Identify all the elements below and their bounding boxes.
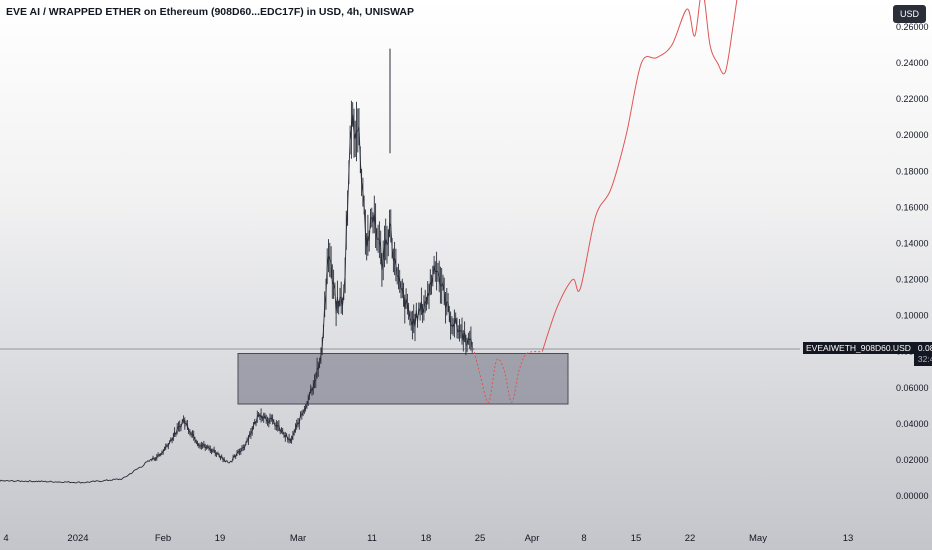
price-tick-label: 0.18000 — [896, 166, 929, 176]
time-tick-label: 25 — [475, 533, 486, 544]
projection-dashed — [473, 347, 543, 403]
time-tick-label: 13 — [843, 533, 854, 544]
time-tick-label: 11 — [367, 533, 377, 544]
time-tick-label: 15 — [631, 533, 642, 544]
price-tick-label: 0.26000 — [896, 22, 929, 32]
price-line — [0, 114, 473, 484]
price-tick-label: 0.24000 — [896, 58, 929, 68]
last-price-tag: EVEAIWETH_908D60.USD 0.08187 32:42 — [803, 342, 932, 366]
chart-title: EVE AI / WRAPPED ETHER on Ethereum (908D… — [6, 6, 415, 18]
time-tick-label: Mar — [290, 533, 306, 544]
time-tick-label: May — [749, 533, 767, 544]
time-tick-label: 4 — [3, 533, 8, 544]
time-tick-label: 8 — [581, 533, 586, 544]
last-price-value: 0.08187 — [917, 343, 932, 353]
candle-countdown: 32:42 — [917, 354, 932, 364]
price-tick-label: 0.22000 — [896, 94, 929, 104]
price-tick-label: 0.16000 — [896, 202, 929, 212]
price-tick-label: 0.02000 — [896, 455, 929, 465]
time-tick-label: 2024 — [67, 533, 88, 544]
price-axis[interactable]: 0.000000.020000.040000.060000.080000.100… — [896, 22, 929, 501]
symbol-label: EVEAIWETH_908D60.USD — [803, 342, 914, 354]
price-tick-label: 0.20000 — [896, 130, 929, 140]
time-axis[interactable]: 4 2024 Feb 19 Mar 11 18 25 Apr 8 15 22 May 13 — [3, 533, 853, 544]
price-series — [0, 48, 473, 484]
projection-series — [473, 0, 738, 403]
time-tick-label: 18 — [421, 533, 432, 544]
price-tick-label: 0.14000 — [896, 238, 929, 248]
projection-line — [541, 0, 738, 352]
price-box: 0.08187 32:42 — [913, 342, 932, 366]
support-zone[interactable] — [237, 352, 569, 405]
price-tick-label: 0.10000 — [896, 311, 929, 321]
price-tick-label: 0.12000 — [896, 275, 929, 285]
time-tick-label: 22 — [685, 533, 696, 544]
time-tick-label: 19 — [215, 533, 226, 544]
time-tick-label: Apr — [525, 533, 540, 544]
price-tick-label: 0.00000 — [896, 491, 929, 501]
currency-button[interactable]: USD — [893, 5, 926, 23]
time-tick-label: Feb — [155, 533, 171, 544]
price-tick-label: 0.06000 — [896, 383, 929, 393]
support-zone-rect — [237, 352, 569, 405]
price-tick-label: 0.04000 — [896, 419, 929, 429]
